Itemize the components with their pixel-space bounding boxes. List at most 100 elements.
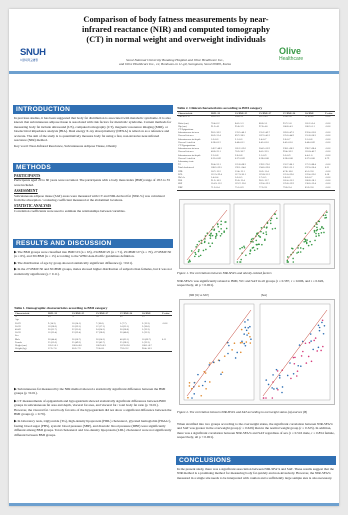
- scatter-point: [260, 230, 262, 233]
- table-cell: P-value: [162, 312, 170, 315]
- table-cell: 36 (50.7): [72, 337, 81, 341]
- scatter-point: [292, 373, 295, 375]
- table-cell: FBS: [178, 179, 183, 183]
- scatter-point: [314, 239, 316, 242]
- table-row: 30-39 18 (28.6) 16 (22.5) 12 (17.1) 14 (21.5…: [14, 325, 172, 328]
- figure2-scatter-panels: [179, 299, 335, 405]
- table2-caption: Table 2. Clinical characteristics accord…: [177, 106, 263, 110]
- table-cell: 119.8±31.2: [259, 172, 270, 176]
- table-row: Laboratory tests: [177, 160, 335, 163]
- table-cell: 31.8±4.6: [305, 115, 314, 119]
- scatter-point: [297, 247, 299, 249]
- table-cell: 192.1±34.0: [235, 166, 246, 170]
- scatter-point: [191, 397, 193, 399]
- scatter-point: [299, 251, 302, 253]
- table-cell: 12 (17.1): [96, 324, 105, 328]
- table-row: Visceral / total fat 0.38±0.12 0.40±0.11 0.…: [177, 141, 335, 144]
- table-cell: 165.2±8.1: [48, 344, 58, 347]
- scatter-point: [309, 333, 312, 335]
- scatter-point: [292, 356, 295, 359]
- table-cell: Sex: [15, 334, 19, 338]
- table-cell: 151.8±50.3: [305, 134, 316, 138]
- table-row: 40-49 20 (31.7) 22 (31.0) 24 (34.3) 20 (30.8…: [14, 328, 172, 331]
- table-cell: 95.6±12.4: [235, 179, 245, 183]
- scatter-point: [198, 255, 200, 258]
- table-row: Subcutaneous fat depth 1.6±0.6 2.1±0.6 2.4±…: [177, 138, 335, 141]
- scatter-point: [266, 226, 268, 228]
- snuh-logo-text: SNUH: [20, 47, 46, 58]
- table-cell: 18 (28.6): [48, 324, 57, 328]
- poster-title: Comparison of body fatness measurements …: [82, 15, 270, 44]
- scatter-point: [276, 370, 279, 372]
- table-cell: 23≤BMI<25: [235, 112, 248, 115]
- scatter-point: [225, 221, 227, 223]
- scatter-point: [240, 328, 243, 331]
- results-bullet: ▶ In the 27≤BMI<30 and 30≤BMI groups, ma…: [14, 267, 172, 276]
- table-cell: 83.2±9.8: [305, 185, 314, 189]
- table-cell: Characteristic: [178, 112, 193, 115]
- table-cell: 5 (33.3): [142, 340, 150, 344]
- table-cell: 14 (21.5): [120, 324, 129, 328]
- results-header: RESULTS AND DISCUSSION: [13, 239, 173, 248]
- table-cell: P-value: [325, 112, 333, 115]
- table-cell: 0.11: [162, 337, 167, 341]
- table-cell: 40-49: [15, 328, 21, 331]
- table-cell: <0.01: [325, 121, 331, 125]
- introduction-text: In previous studies, it has been suggest…: [14, 116, 172, 149]
- table-cell: 23≤BMI<25: [72, 312, 85, 315]
- snuh-logo: SNUH 서울대학교병원: [20, 47, 62, 67]
- scatter-point: [246, 334, 248, 336]
- scatter-point: [297, 364, 300, 367]
- table-cell: 16 (25.4): [48, 331, 57, 335]
- table-cell: 20-29: [15, 321, 21, 325]
- scatter-point: [201, 384, 204, 387]
- table-cell: 0.28±0.08: [259, 156, 269, 160]
- scatter-point: [188, 385, 191, 387]
- table-cell: 26 (40.0): [120, 331, 129, 335]
- scatter-point: [249, 252, 251, 255]
- scatter-point: [239, 351, 242, 354]
- scatter-point: [260, 227, 263, 229]
- table-cell: 5 (33.3): [142, 331, 150, 335]
- scatter-point: [265, 397, 267, 399]
- scatter-point: [228, 344, 230, 347]
- scatter-point: [249, 250, 252, 252]
- regression-line: [186, 209, 228, 261]
- scatter-point: [319, 228, 322, 230]
- scatter-point: [310, 340, 312, 342]
- table-cell: 121.8±68.3: [235, 163, 246, 167]
- scatter-point: [292, 261, 295, 263]
- table-cell: N: [15, 315, 17, 319]
- panel-b-title: [Sex]: [261, 294, 267, 297]
- table-row: TG 96.4±52.1 121.8±68.3 139.2±75.6 152.7±80.…: [177, 163, 335, 166]
- results-bullet-text: Subcutaneous fat measured by the NIR met…: [14, 387, 166, 396]
- table-row: FBS 91.2±10.3 95.6±12.4 98.1±13.7 101.4±15.2…: [177, 179, 335, 182]
- table-cell: Subcutaneous fat depth: [178, 153, 201, 157]
- scatter-point: [269, 219, 272, 222]
- table-row: DBP 71.2±8.4 75.1±8.9 77.3±9.1 79.6±9.4 83.2±…: [177, 186, 335, 189]
- scatter-point: [315, 235, 317, 237]
- scatter-point: [200, 242, 203, 245]
- panel-a-title: [NIR (%) vs SAT]: [189, 294, 209, 297]
- table-cell: Weight (kg): [15, 347, 27, 351]
- scatter-point: [262, 232, 265, 234]
- scatter-point: [244, 321, 246, 323]
- table-cell: 98.1±13.7: [259, 179, 269, 183]
- scatter-point: [193, 255, 196, 258]
- table-cell: 3.6±0.9: [283, 153, 291, 157]
- scatter-point: [200, 394, 203, 397]
- scatter-point: [243, 246, 246, 249]
- table1-caption: Table 1. Demographic characteristics acc…: [14, 306, 108, 310]
- affiliation-line: Seoul National University Bundang Hospit…: [126, 58, 224, 62]
- scatter-point: [303, 241, 305, 243]
- table-cell: Visceral fat area: [178, 150, 194, 154]
- scatter-point: [302, 247, 305, 250]
- poster: Comparison of body fatness measurements …: [9, 9, 339, 506]
- table-cell: 25≤BMI<27: [96, 312, 109, 315]
- table-row: Subcutaneous fat depth 2.2±0.8 2.8±0.8 3.1±…: [177, 154, 335, 157]
- table-cell: 167.8±9.0: [120, 344, 130, 347]
- scatter-point: [274, 227, 277, 230]
- table-row: Sex: [14, 334, 172, 337]
- scatter-point: [256, 248, 259, 250]
- scatter-point: [239, 342, 242, 344]
